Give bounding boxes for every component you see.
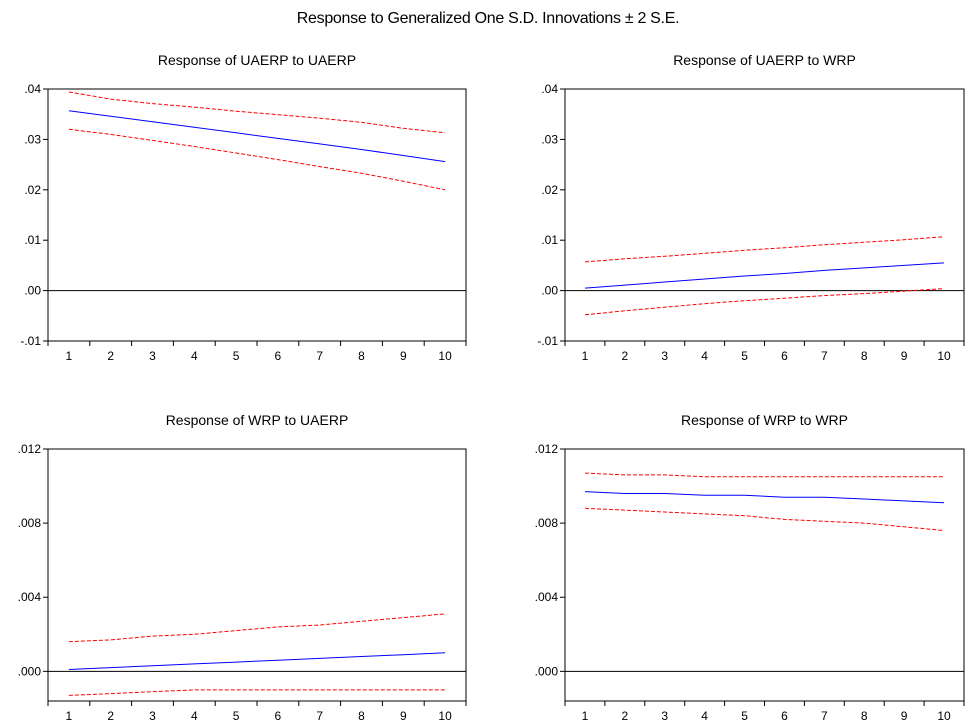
x-tick-label: 9 <box>400 349 407 363</box>
x-tick-label: 7 <box>821 349 828 363</box>
y-tick-label: .02 <box>24 183 41 197</box>
plot-frame <box>47 88 467 342</box>
x-tick-label: 2 <box>107 349 114 363</box>
y-tick-label: .004 <box>535 590 559 604</box>
x-tick-label: 6 <box>781 709 788 720</box>
panel-title: Response of UAERP to UAERP <box>158 52 356 68</box>
x-tick-label: 8 <box>861 709 868 720</box>
panel-1: Response of UAERP to UAERP -.01 .00 .01 .02.… <box>20 52 467 363</box>
y-tick-label: .02 <box>541 183 558 197</box>
x-tick-label: 5 <box>741 349 748 363</box>
panel-title: Response of WRP to UAERP <box>166 412 349 428</box>
y-tick-label: .04 <box>541 82 558 96</box>
x-tick-label: 9 <box>901 349 908 363</box>
x-tick-label: 3 <box>661 709 668 720</box>
x-tick-label: 1 <box>66 709 73 720</box>
y-tick-label: .000 <box>535 664 559 678</box>
x-tick-label: 4 <box>701 349 708 363</box>
response-line <box>68 110 446 163</box>
y-tick-label: .03 <box>541 132 558 146</box>
x-tick-label: 1 <box>66 349 73 363</box>
y-tick-label: .012 <box>18 442 42 456</box>
x-tick-label: 3 <box>661 349 668 363</box>
x-tick-label: 2 <box>107 709 114 720</box>
panel-title: Response of UAERP to WRP <box>673 52 856 68</box>
x-tick-label: 6 <box>781 349 788 363</box>
x-tick-label: 5 <box>233 349 240 363</box>
x-tick-label: 5 <box>233 709 240 720</box>
y-tick-label: -.01 <box>20 334 41 348</box>
response-line <box>584 491 945 504</box>
lower-band-line <box>584 507 945 531</box>
lower-band-line <box>68 128 446 191</box>
y-tick-label: .008 <box>535 516 559 530</box>
upper-band-line <box>584 472 944 478</box>
x-tick-label: 4 <box>191 709 198 720</box>
panel-4: Response of WRP to WRP .000 .004 .008 .012 1 2… <box>535 412 965 720</box>
y-tick-label: .03 <box>24 132 41 146</box>
upper-band-line <box>68 613 446 643</box>
response-line <box>584 262 945 289</box>
x-tick-label: 8 <box>358 709 365 720</box>
upper-band-line <box>68 91 446 134</box>
x-tick-label: 7 <box>316 709 323 720</box>
plot-frame <box>564 448 965 702</box>
lower-band-line <box>584 288 945 316</box>
y-tick-label: .012 <box>535 442 559 456</box>
x-tick-label: 6 <box>275 349 282 363</box>
x-tick-label: 1 <box>582 349 589 363</box>
x-tick-label: 4 <box>701 709 708 720</box>
y-tick-label: .04 <box>24 82 41 96</box>
x-tick-label: 1 <box>582 709 589 720</box>
x-tick-label: 2 <box>622 349 629 363</box>
x-tick-label: 8 <box>861 349 868 363</box>
x-tick-label: 7 <box>821 709 828 720</box>
x-tick-label: 10 <box>438 349 452 363</box>
plot-frame <box>564 88 965 342</box>
x-tick-label: 7 <box>316 349 323 363</box>
x-tick-label: 10 <box>937 709 951 720</box>
lower-band-line <box>68 689 446 696</box>
main-title: Response to Generalized One S.D. Innovat… <box>296 10 680 27</box>
y-tick-label: .00 <box>24 284 41 298</box>
response-line <box>68 652 446 670</box>
y-tick-label: .004 <box>18 590 42 604</box>
y-tick-label: .01 <box>541 233 558 247</box>
panel-3: Response of WRP to UAERP .000 .004 .008 .012… <box>18 412 467 720</box>
y-tick-label: -.01 <box>537 334 558 348</box>
x-tick-label: 2 <box>622 709 629 720</box>
y-tick-label: .00 <box>541 284 558 298</box>
x-tick-label: 9 <box>400 709 407 720</box>
panel-title: Response of WRP to WRP <box>681 412 848 428</box>
y-tick-label: .000 <box>18 664 42 678</box>
x-tick-label: 9 <box>901 709 908 720</box>
x-tick-label: 3 <box>149 709 156 720</box>
panel-2: Response of UAERP to WRP -.01 .00 .01 .02 .03… <box>537 52 965 363</box>
x-tick-label: 6 <box>275 709 282 720</box>
plot-frame <box>47 448 467 702</box>
x-tick-label: 5 <box>741 709 748 720</box>
x-tick-label: 8 <box>358 349 365 363</box>
x-tick-label: 10 <box>438 709 452 720</box>
y-tick-label: .008 <box>18 516 42 530</box>
y-tick-label: .01 <box>24 233 41 247</box>
x-tick-label: 3 <box>149 349 156 363</box>
x-tick-label: 4 <box>191 349 198 363</box>
x-tick-label: 10 <box>937 349 951 363</box>
upper-band-line <box>584 236 945 263</box>
